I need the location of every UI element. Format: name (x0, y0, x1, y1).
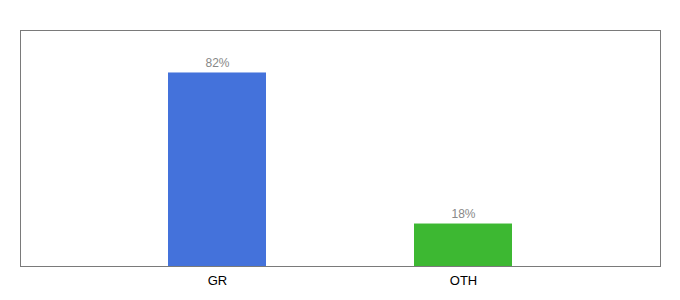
svg-text:GR: GR (208, 273, 228, 288)
svg-text:18%: 18% (451, 207, 475, 221)
svg-text:OTH: OTH (450, 273, 477, 288)
svg-text:82%: 82% (205, 56, 229, 70)
